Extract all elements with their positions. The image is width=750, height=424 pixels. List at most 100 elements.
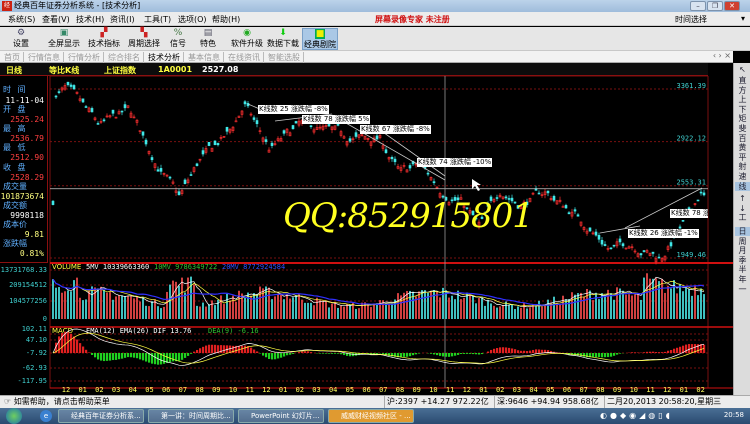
task-lecture[interactable]: 第一讲：时间周期比... — [148, 409, 234, 423]
volume-bar — [646, 273, 648, 319]
macd-bar — [283, 353, 286, 357]
volume-bar — [139, 301, 141, 319]
tool-下[interactable]: 下 — [738, 104, 747, 114]
tab-ranking[interactable]: 综合排名 — [105, 52, 144, 63]
ie-icon[interactable]: e — [40, 410, 52, 422]
tool-黄[interactable]: 黄 — [738, 143, 747, 153]
tool-线[interactable]: 线 — [735, 181, 750, 191]
theater-button[interactable]: ■ 经典剧院 — [302, 28, 338, 50]
volume-bar — [514, 309, 516, 319]
macd-bar — [595, 353, 598, 358]
volume-bar — [100, 286, 102, 319]
tab-online-news[interactable]: 在线资讯 — [225, 52, 264, 63]
candle-body — [471, 210, 475, 216]
tool-方[interactable]: 方 — [738, 85, 747, 95]
close-button[interactable]: ✕ — [724, 1, 740, 11]
tool-日[interactable]: 日 — [735, 227, 750, 236]
amount-label: 成交额 — [3, 201, 27, 210]
stock-chart[interactable]: 3361.39 2922.12 2553.31 1949.46 313731768.33… — [0, 76, 733, 395]
menu-tools[interactable]: 工具(T) — [144, 15, 172, 24]
task-powerpoint[interactable]: PowerPoint 幻灯片... — [238, 409, 324, 423]
cursor-tool-icon[interactable]: ↖ — [739, 65, 746, 74]
status-bar: ☞ 如需帮助，请点击帮助菜单 沪:2397 +14.27 972.22亿 深:9… — [0, 395, 750, 408]
scale-label[interactable]: 等比K线 — [49, 66, 80, 75]
tool-平[interactable]: 平 — [738, 152, 747, 162]
tool-月[interactable]: 月 — [738, 246, 747, 256]
tool-季[interactable]: 季 — [738, 255, 747, 265]
tool-↑[interactable]: ↑ — [739, 194, 746, 204]
volume-bar — [193, 284, 195, 319]
tool-射[interactable]: 射 — [738, 162, 747, 172]
period-button[interactable]: ▚ 周期选择 — [126, 28, 162, 50]
fullscreen-button[interactable]: ▣ 全屏显示 — [46, 28, 82, 50]
candle-body — [564, 205, 568, 209]
tab-nav-controls[interactable]: ‹ › × — [712, 51, 731, 60]
tool-一[interactable]: 一 — [738, 284, 747, 294]
volume-bar — [76, 277, 78, 319]
menu-system[interactable]: 系统(S) — [8, 15, 36, 24]
tool-周[interactable]: 周 — [738, 236, 747, 246]
download-button[interactable]: ⬇ 数据下载 — [266, 28, 300, 50]
tab-tech-analysis[interactable]: 技术分析 — [145, 52, 184, 63]
task-stock-app[interactable]: 经典百年证券分析系... — [58, 409, 144, 423]
tool-矩[interactable]: 矩 — [738, 114, 747, 124]
tool-年[interactable]: 年 — [738, 275, 747, 284]
tool-↓[interactable]: ↓ — [739, 203, 746, 213]
volume-bar — [106, 292, 108, 319]
menu-view[interactable]: 查看(V) — [42, 15, 70, 24]
start-button[interactable] — [6, 408, 22, 424]
volume-bar — [373, 303, 375, 319]
volume-bar — [457, 290, 459, 319]
maximize-button[interactable]: ❐ — [707, 1, 723, 11]
candle-body — [630, 246, 634, 249]
macd-bar — [163, 353, 166, 364]
period-icon: ▚ — [140, 28, 148, 38]
macd-bar — [88, 352, 91, 353]
tab-smart-pick[interactable]: 智能选股 — [265, 52, 304, 63]
time-select-dropdown[interactable]: 时间选择 ▾ — [672, 14, 748, 25]
macd-bar — [304, 351, 307, 353]
tool-上[interactable]: 上 — [738, 95, 747, 105]
feature-button[interactable]: ▤ 特色 — [198, 28, 218, 50]
candle-body — [603, 244, 607, 246]
tool-百[interactable]: 百 — [738, 133, 747, 143]
macd-bar — [601, 353, 604, 358]
tab-basic-info[interactable]: 基本信息 — [185, 52, 224, 63]
period-label[interactable]: 日线 — [6, 66, 22, 75]
candle-body — [393, 158, 397, 163]
macd-bar — [331, 353, 334, 354]
indicator-button[interactable]: ▞ 技术指标 — [86, 28, 122, 50]
macd-bar — [502, 347, 505, 353]
tab-quote-info[interactable]: 行情信息 — [25, 52, 64, 63]
macd-bar — [382, 353, 385, 355]
menu-options[interactable]: 选项(O) — [178, 15, 207, 24]
candle-body — [447, 202, 451, 206]
settings-button[interactable]: ⚙ 设置 — [8, 28, 34, 50]
macd-bar — [556, 352, 559, 353]
menu-help[interactable]: 帮助(H) — [212, 15, 241, 24]
upgrade-button[interactable]: ◉ 软件升级 — [230, 28, 264, 50]
tool-直[interactable]: 直 — [738, 76, 747, 85]
candle-body — [276, 138, 280, 141]
candle-body — [546, 190, 550, 194]
tab-home[interactable]: 首页 — [1, 52, 24, 63]
candle-body — [264, 139, 268, 142]
minimize-button[interactable]: – — [690, 1, 706, 11]
volume-bar — [229, 300, 231, 319]
candle-body — [621, 243, 625, 247]
macd-bar — [112, 353, 115, 361]
volume-bar — [238, 290, 240, 319]
signal-button[interactable]: % 信号 — [168, 28, 188, 50]
tool-半[interactable]: 半 — [738, 265, 747, 275]
menu-info[interactable]: 资讯(I) — [110, 15, 135, 24]
tool-斐[interactable]: 斐 — [738, 124, 747, 133]
tool-速[interactable]: 速 — [738, 172, 747, 181]
menu-tech[interactable]: 技术(H) — [76, 15, 105, 24]
tab-quote-analysis[interactable]: 行情分析 — [65, 52, 104, 63]
task-browser[interactable]: 威威财经视频社区 - ... — [328, 409, 414, 423]
macd-bar — [430, 353, 433, 354]
candle-body — [489, 196, 493, 201]
tray-icons[interactable]: ◐●◆◉◢◍▯◖ — [600, 411, 673, 420]
volume-bar — [133, 298, 135, 319]
tool-工[interactable]: 工 — [738, 213, 747, 223]
